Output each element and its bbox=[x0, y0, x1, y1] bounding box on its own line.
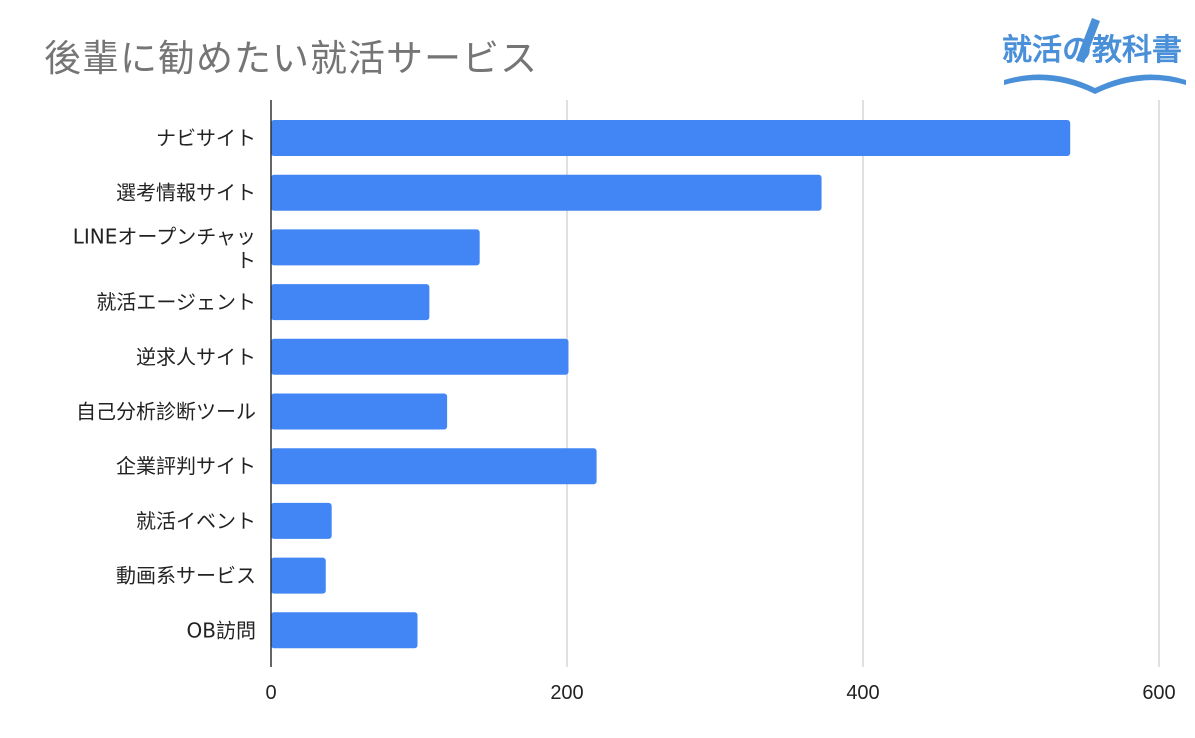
x-tick-labels: 0 200 400 600 bbox=[265, 682, 1175, 704]
bar bbox=[271, 393, 448, 430]
x-tick-label: 200 bbox=[550, 682, 583, 704]
bar bbox=[271, 229, 480, 266]
category-label: 企業評判サイト bbox=[116, 454, 256, 478]
category-label: OB訪問 bbox=[187, 618, 256, 642]
category-label: 逆求人サイト bbox=[136, 345, 256, 369]
bar bbox=[271, 284, 430, 321]
bar bbox=[271, 448, 597, 485]
chart-title: 後輩に勧めたい就活サービス bbox=[44, 37, 538, 80]
logo: 就活の教科書 bbox=[1002, 18, 1186, 94]
x-tick-label: 0 bbox=[265, 682, 276, 704]
x-tick-label: 400 bbox=[846, 682, 879, 704]
pencil-icon bbox=[1076, 18, 1100, 63]
bar bbox=[271, 502, 332, 539]
bar bbox=[271, 612, 418, 649]
category-label: 選考情報サイト bbox=[116, 181, 256, 205]
category-label: LINEオープンチャット bbox=[73, 224, 256, 272]
book-icon bbox=[1004, 74, 1186, 94]
category-label: ナビサイト bbox=[156, 126, 256, 150]
bar bbox=[271, 174, 822, 211]
bar bbox=[271, 557, 326, 594]
category-label: 自己分析診断ツール bbox=[76, 400, 256, 424]
bar bbox=[271, 338, 569, 375]
category-label: 就活エージェント bbox=[96, 290, 256, 314]
x-tick-label: 600 bbox=[1142, 682, 1175, 704]
bars bbox=[271, 120, 1071, 649]
category-label: 動画系サービス bbox=[116, 564, 256, 588]
bar bbox=[271, 120, 1071, 156]
category-label: 就活イベント bbox=[136, 509, 256, 533]
